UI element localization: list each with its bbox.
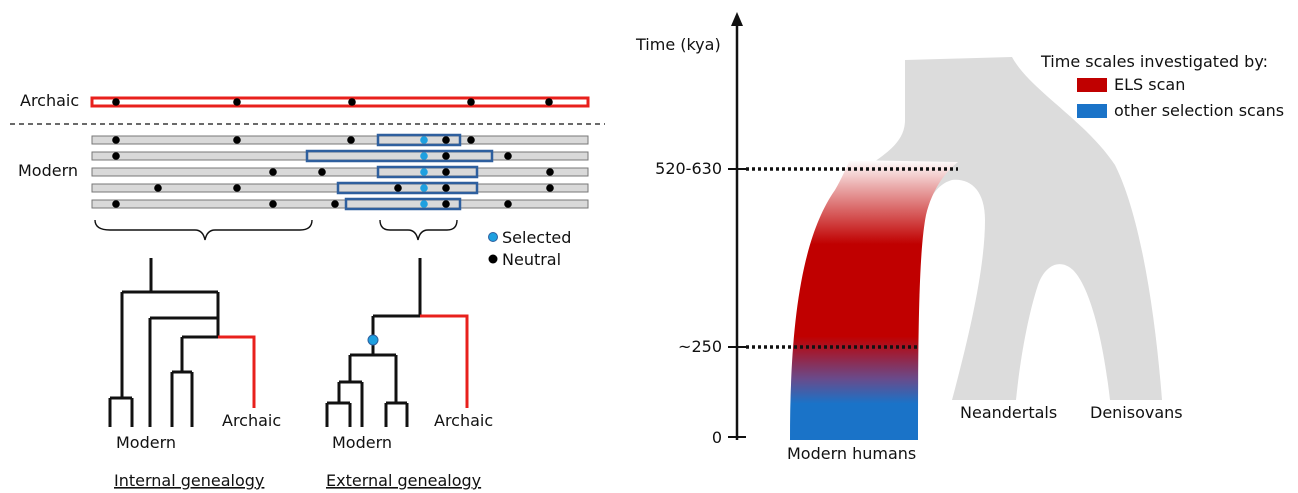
- site-legend: Selected Neutral: [488, 228, 571, 269]
- modern-haplotype: [91, 199, 589, 209]
- time-axis-title: Time (kya): [635, 35, 721, 54]
- internal-brace: [94, 219, 313, 241]
- legend-title: Time scales investigated by:: [1040, 52, 1268, 71]
- external-archaic-label: Archaic: [434, 411, 493, 430]
- tick-label-0: 0: [712, 428, 722, 447]
- neandertals-label: Neandertals: [960, 403, 1057, 422]
- tick-label-520-630: 520-630: [655, 159, 722, 178]
- modern-human-lineage-band: [790, 160, 958, 440]
- right-panel: Time (kya) 520-630 ~250 0 Time scales in…: [635, 12, 1284, 463]
- neutral-sites: [112, 136, 554, 208]
- left-panel: Archaic Modern: [10, 91, 605, 490]
- modern-row-label: Modern: [18, 161, 78, 180]
- archaic-sites: [112, 98, 553, 106]
- internal-modern-label: Modern: [116, 433, 176, 452]
- external-genealogy-tree: [325, 258, 469, 427]
- selected-legend-label: Selected: [502, 228, 571, 247]
- modern-haplotype: [91, 183, 589, 193]
- internal-archaic-label: Archaic: [222, 411, 281, 430]
- external-brace: [379, 219, 458, 241]
- modern-haplotype: [91, 135, 589, 145]
- window-box: [336, 181, 479, 195]
- denisovans-label: Denisovans: [1090, 403, 1183, 422]
- window-box: [344, 197, 462, 211]
- time-axis-arrow-icon: [731, 12, 743, 26]
- other-scans-swatch: [1077, 104, 1107, 118]
- other-scans-label: other selection scans: [1114, 101, 1284, 120]
- modern-haplotype: [91, 151, 589, 161]
- modern-humans-label: Modern humans: [787, 444, 916, 463]
- els-scan-swatch: [1077, 78, 1107, 92]
- tick-label-250: ~250: [678, 337, 722, 356]
- archaic-row-label: Archaic: [20, 91, 79, 110]
- selected-mutation-marker: [367, 334, 379, 346]
- internal-genealogy-caption: Internal genealogy: [114, 471, 264, 490]
- neutral-legend-label: Neutral: [502, 250, 561, 269]
- selected-sites: [420, 136, 428, 208]
- archaic-haplotype: [90, 96, 590, 108]
- neutral-legend-marker: [488, 254, 498, 264]
- window-box: [376, 165, 479, 179]
- internal-genealogy-tree: [108, 258, 256, 427]
- modern-haplotype: [91, 167, 589, 177]
- modern-haplotypes: [91, 135, 589, 209]
- external-modern-label: Modern: [332, 433, 392, 452]
- external-genealogy-caption: External genealogy: [326, 471, 481, 490]
- introgression-windows: [305, 133, 494, 211]
- window-box: [305, 149, 494, 163]
- els-scan-label: ELS scan: [1114, 75, 1185, 94]
- window-box: [376, 133, 462, 147]
- selected-legend-marker: [488, 232, 498, 242]
